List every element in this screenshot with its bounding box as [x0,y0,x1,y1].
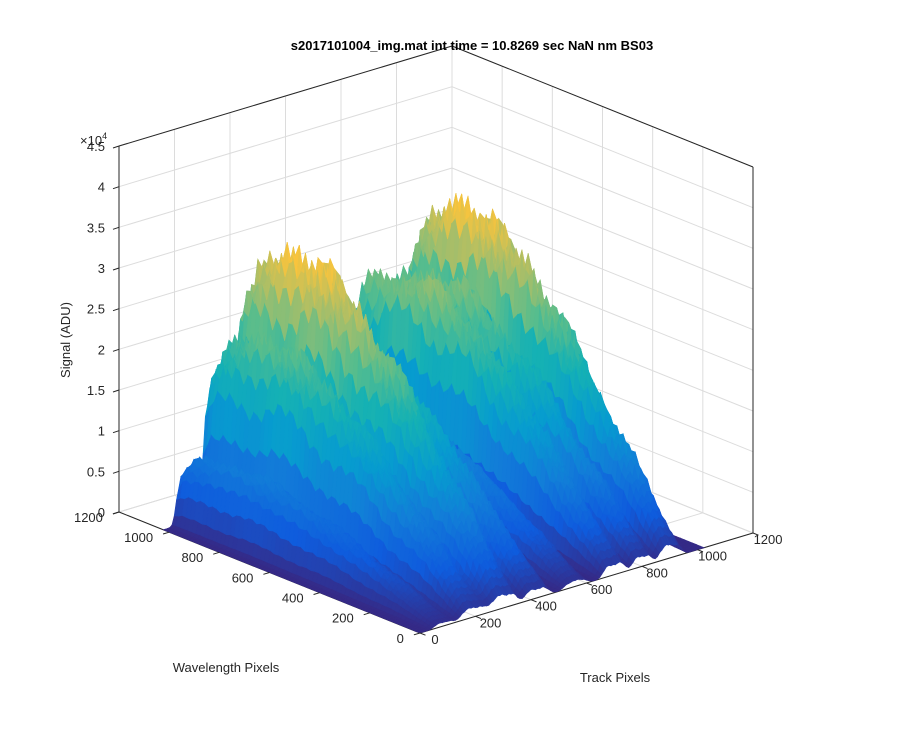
side-wall-grid-line [451,126,754,249]
surface-data [162,193,706,634]
axis-edge [118,45,453,147]
back-wall-grid-line [118,167,453,269]
side-wall-grid-line [451,86,754,209]
back-wall-grid-line [118,126,453,228]
back-wall-grid-line [118,86,453,188]
axis-edge [451,45,754,168]
side-wall-grid-line [451,167,754,290]
